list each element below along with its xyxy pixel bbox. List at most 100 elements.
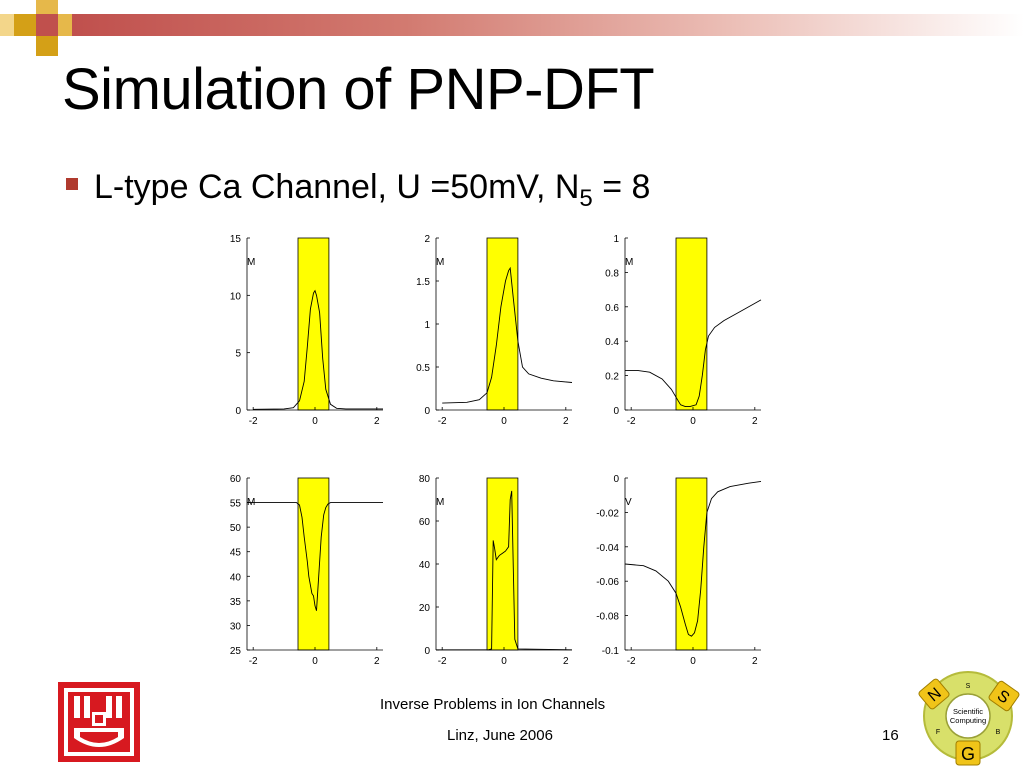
series-line: [436, 490, 573, 651]
series-line: [253, 289, 383, 410]
y-tick-label: 40: [230, 572, 242, 583]
x-tick-label: -2: [249, 656, 258, 667]
y-axis-label: M: [625, 257, 633, 268]
x-tick-label: -2: [627, 656, 636, 667]
logo-letter-f: F: [936, 729, 940, 736]
bullet-text: L-type Ca Channel, U =50mV, N: [94, 168, 580, 206]
x-tick-label: -2: [627, 416, 636, 427]
corner-square-6: [0, 14, 14, 36]
y-tick-label: 0: [235, 406, 241, 417]
y-tick-label: 60: [230, 474, 242, 485]
y-tick-label: 15: [230, 234, 242, 245]
y-tick-label: 0.8: [605, 268, 619, 279]
y-tick-label: 45: [230, 548, 242, 559]
y-tick-label: -0.06: [596, 577, 619, 588]
university-crest-logo: [58, 682, 140, 762]
corner-square-5: [36, 36, 58, 56]
footer-title: Inverse Problems in Ion Channels: [380, 696, 606, 713]
series-line: [624, 480, 762, 637]
x-tick-label: 0: [312, 656, 318, 667]
y-tick-label: 20: [419, 603, 431, 614]
y-tick-label: 0: [613, 474, 619, 485]
scientific-computing-logo: N S G S F B Scientific Computing: [918, 671, 1020, 766]
y-tick-label: 30: [230, 621, 242, 632]
y-axis-label: M: [436, 497, 444, 508]
logo-text-scientific: Scientific: [953, 707, 983, 716]
y-axis-label: M: [436, 257, 444, 268]
corner-square-1: [14, 14, 36, 36]
channel-region: [486, 237, 519, 411]
y-tick-label: 0.6: [605, 303, 619, 314]
y-tick-label: 10: [230, 291, 242, 302]
x-tick-label: 2: [374, 416, 380, 427]
y-tick-label: 0: [424, 646, 430, 657]
x-tick-label: -2: [438, 656, 447, 667]
page-title: Simulation of PNP-DFT: [62, 57, 655, 122]
corner-square-2: [36, 0, 58, 14]
x-tick-label: -2: [249, 416, 258, 427]
x-tick-label: 0: [690, 656, 696, 667]
channel-region: [297, 237, 330, 411]
y-tick-label: 80: [419, 474, 431, 485]
x-tick-label: 0: [501, 656, 507, 667]
bullet-line: L-type Ca Channel, U =50mV, N5 = 8: [66, 168, 650, 213]
x-tick-label: 0: [690, 416, 696, 427]
y-tick-label: 55: [230, 499, 242, 510]
x-tick-label: 2: [752, 656, 758, 667]
chart-panel-1: 0 5 10 15 -2 0 2 M: [230, 234, 383, 427]
y-tick-label: 35: [230, 597, 242, 608]
y-tick-label: 0.2: [605, 372, 619, 383]
x-tick-label: 2: [563, 656, 569, 667]
chart-panel-6: -0.1 -0.08 -0.06 -0.04 -0.02 0 -2 0 2 V: [596, 474, 762, 667]
y-tick-label: 50: [230, 523, 242, 534]
y-axis-label: M: [247, 497, 255, 508]
chart-panel-3: 0 0.2 0.4 0.6 0.8 1 -2 0 2 M: [605, 234, 762, 427]
y-tick-label: 0.5: [416, 363, 430, 374]
y-tick-label: 2: [424, 234, 430, 245]
y-tick-label: 1: [613, 234, 619, 245]
bullet-subscript: 5: [579, 184, 593, 212]
y-tick-label: -0.02: [596, 508, 619, 519]
y-tick-label: 40: [419, 560, 431, 571]
bullet-square-icon: [66, 178, 78, 190]
y-tick-label: 1: [424, 320, 430, 331]
channel-region: [675, 237, 708, 411]
channel-region: [297, 477, 330, 651]
logo-text-computing: Computing: [950, 716, 986, 725]
x-tick-label: 0: [501, 416, 507, 427]
y-tick-label: 1.5: [416, 277, 430, 288]
corner-square-4: [58, 14, 72, 36]
y-tick-label: 60: [419, 517, 431, 528]
y-tick-label: 0: [424, 406, 430, 417]
y-tick-label: 0.4: [605, 337, 619, 348]
title-accent-bar: [72, 14, 1024, 36]
y-tick-label: 5: [235, 349, 241, 360]
logo-letter-b: B: [996, 729, 1001, 736]
slide-number: 16: [882, 727, 899, 744]
chart-panel-2: 0 0.5 1 1.5 2 -2 0 2 M: [416, 234, 573, 427]
y-axis-label: V: [625, 497, 632, 508]
y-tick-label: -0.04: [596, 543, 619, 554]
y-tick-label: -0.08: [596, 612, 619, 623]
series-line: [442, 266, 573, 404]
channel-region: [675, 477, 708, 651]
logo-letter-s-small: S: [966, 683, 971, 690]
corner-square-3: [36, 14, 58, 36]
x-tick-label: 2: [374, 656, 380, 667]
series-line: [247, 502, 383, 611]
y-tick-label: 0: [613, 406, 619, 417]
bullet-text-after: = 8: [592, 168, 651, 206]
x-tick-label: -2: [438, 416, 447, 427]
footer-date: Linz, June 2006: [447, 727, 553, 744]
y-tick-label: -0.1: [602, 646, 620, 657]
x-tick-label: 0: [312, 416, 318, 427]
y-axis-label: M: [247, 257, 255, 268]
series-line: [625, 299, 762, 408]
x-tick-label: 2: [752, 416, 758, 427]
y-tick-label: 25: [230, 646, 242, 657]
x-tick-label: 2: [563, 416, 569, 427]
chart-panel-5: 0 20 40 60 80 -2 0 2 M: [419, 474, 573, 667]
chart-panel-4: 25 30 35 40 45 50 55 60 -2 0 2 M: [230, 474, 383, 667]
logo-letter-g: G: [961, 744, 975, 764]
